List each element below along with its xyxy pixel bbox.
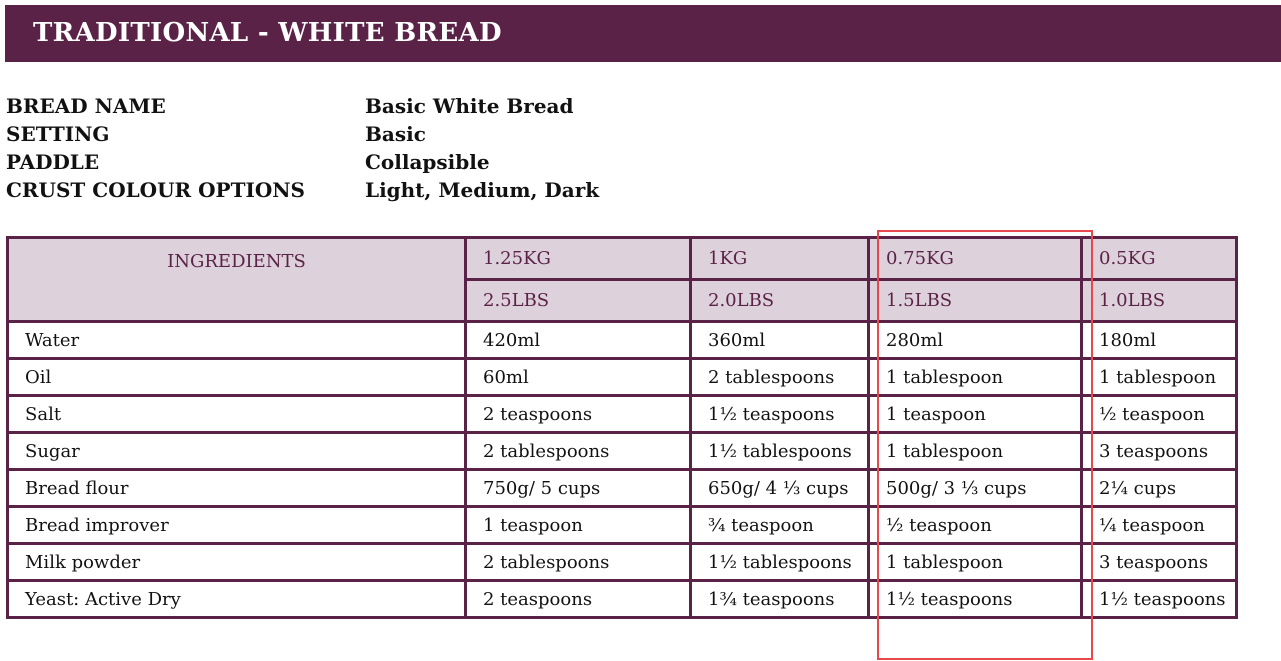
ingredient-amount: 1½ teaspoons: [689, 394, 870, 434]
page-title: TRADITIONAL - WHITE BREAD: [33, 18, 502, 48]
ingredient-amount: 420ml: [464, 320, 692, 360]
table-row: Water 420ml 360ml 280ml 180ml: [6, 320, 1238, 360]
table-row: Sugar 2 tablespoons 1½ tablespoons 1 tab…: [6, 431, 1238, 471]
ingredient-amount: 1 tablespoon: [867, 431, 1083, 471]
ingredient-amount: 2 tablespoons: [464, 542, 692, 582]
ingredient-amount: 2¼ cups: [1080, 468, 1238, 508]
ingredient-amount: 500g/ 3 ⅓ cups: [867, 468, 1083, 508]
info-value: Light, Medium, Dark: [365, 178, 600, 202]
ingredient-amount: 1½ tablespoons: [689, 542, 870, 582]
header-row-lbs: 2.5LBS 2.0LBS 1.5LBS 1.0LBS: [8, 278, 1238, 323]
ingredient-amount: 1½ teaspoons: [1080, 579, 1238, 619]
ingredient-amount: 60ml: [464, 357, 692, 397]
table-row: Oil 60ml 2 tablespoons 1 tablespoon 1 ta…: [6, 357, 1238, 397]
size-lbs-header: 2.5LBS: [464, 278, 692, 323]
info-value: Collapsible: [365, 150, 490, 174]
ingredient-amount: 1½ tablespoons: [689, 431, 870, 471]
ingredient-amount: 1 tablespoon: [867, 542, 1083, 582]
ingredient-amount: 3 teaspoons: [1080, 542, 1238, 582]
ingredient-amount: 2 tablespoons: [464, 431, 692, 471]
ingredient-amount: 650g/ 4 ⅓ cups: [689, 468, 870, 508]
ingredient-name: Bread improver: [6, 505, 467, 545]
ingredient-amount: 1 tablespoon: [867, 357, 1083, 397]
ingredient-name: Salt: [6, 394, 467, 434]
info-row-bread-name: BREAD NAME Basic White Bread: [6, 92, 599, 120]
size-lbs-header: 1.0LBS: [1080, 278, 1238, 323]
ingredient-name: Bread flour: [6, 468, 467, 508]
ingredient-name: Sugar: [6, 431, 467, 471]
table-row: Bread flour 750g/ 5 cups 650g/ 4 ⅓ cups …: [6, 468, 1238, 508]
table-row: Salt 2 teaspoons 1½ teaspoons 1 teaspoon…: [6, 394, 1238, 434]
size-kg-header: 1.25KG: [464, 236, 692, 281]
info-row-setting: SETTING Basic: [6, 120, 599, 148]
ingredients-header: INGREDIENTS: [6, 236, 467, 323]
ingredient-amount: ¾ teaspoon: [689, 505, 870, 545]
ingredient-amount: 750g/ 5 cups: [464, 468, 692, 508]
info-value: Basic: [365, 122, 426, 146]
ingredient-amount: 1 tablespoon: [1080, 357, 1238, 397]
ingredient-amount: 1½ teaspoons: [867, 579, 1083, 619]
size-lbs-header: 1.5LBS: [867, 278, 1083, 323]
ingredient-amount: 180ml: [1080, 320, 1238, 360]
info-row-paddle: PADDLE Collapsible: [6, 148, 599, 176]
header-row-kg: INGREDIENTS 1.25KG 1KG 0.75KG 0.5KG: [6, 236, 1238, 323]
ingredient-amount: 1 teaspoon: [867, 394, 1083, 434]
ingredient-name: Oil: [6, 357, 467, 397]
size-lbs-header: 2.0LBS: [689, 278, 870, 323]
size-kg-header: 1KG: [689, 236, 870, 281]
size-kg-header: 0.75KG: [867, 236, 1083, 281]
page-banner: TRADITIONAL - WHITE BREAD: [5, 5, 1281, 62]
info-value: Basic White Bread: [365, 94, 574, 118]
ingredient-amount: ¼ teaspoon: [1080, 505, 1238, 545]
ingredient-amount: ½ teaspoon: [867, 505, 1083, 545]
ingredient-name: Water: [6, 320, 467, 360]
ingredients-table: INGREDIENTS 1.25KG 1KG 0.75KG 0.5KG 2.5L…: [6, 236, 1238, 619]
table-row: Yeast: Active Dry 2 teaspoons 1¾ teaspoo…: [6, 579, 1238, 619]
ingredient-amount: 1¾ teaspoons: [689, 579, 870, 619]
ingredient-amount: 3 teaspoons: [1080, 431, 1238, 471]
ingredient-amount: 2 tablespoons: [689, 357, 870, 397]
info-key: SETTING: [6, 122, 110, 146]
size-kg-header: 0.5KG: [1080, 236, 1238, 281]
info-key: CRUST COLOUR OPTIONS: [6, 178, 305, 202]
ingredient-amount: 1 teaspoon: [464, 505, 692, 545]
info-row-crust-colour: CRUST COLOUR OPTIONS Light, Medium, Dark: [6, 176, 599, 204]
ingredient-name: Yeast: Active Dry: [6, 579, 467, 619]
ingredient-amount: 360ml: [689, 320, 870, 360]
info-key: BREAD NAME: [6, 94, 166, 118]
ingredient-name: Milk powder: [6, 542, 467, 582]
ingredient-amount: 280ml: [867, 320, 1083, 360]
table-row: Milk powder 2 tablespoons 1½ tablespoons…: [6, 542, 1238, 582]
ingredient-amount: 2 teaspoons: [464, 579, 692, 619]
bread-info: BREAD NAME Basic White Bread SETTING Bas…: [6, 92, 599, 204]
ingredient-amount: ½ teaspoon: [1080, 394, 1238, 434]
ingredient-amount: 2 teaspoons: [464, 394, 692, 434]
info-key: PADDLE: [6, 150, 100, 174]
table-row: Bread improver 1 teaspoon ¾ teaspoon ½ t…: [6, 505, 1238, 545]
